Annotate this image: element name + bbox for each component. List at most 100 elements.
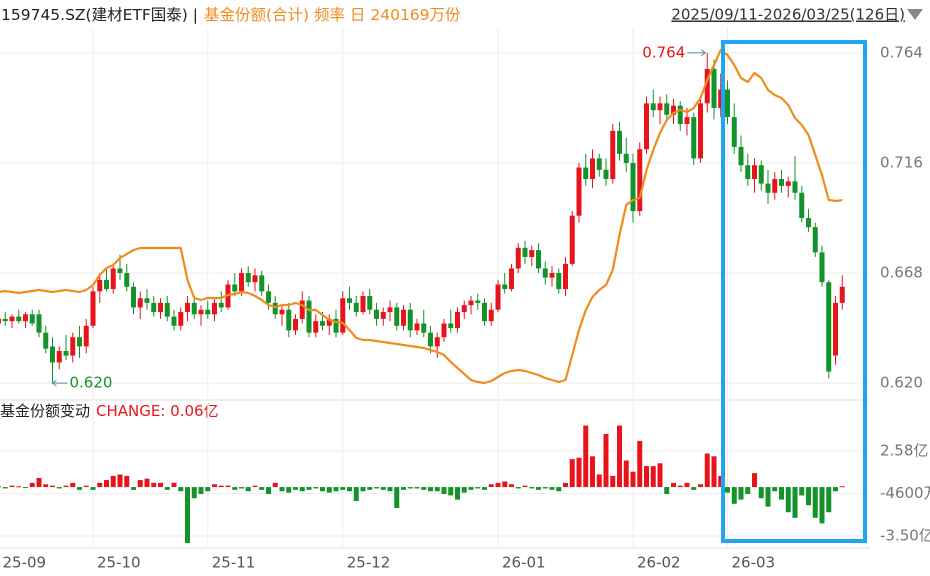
change-bar	[36, 477, 42, 488]
candle-body	[718, 89, 724, 108]
candle-body	[414, 323, 420, 331]
candle-body	[482, 302, 487, 322]
change-bar	[806, 487, 811, 506]
change-bar	[97, 482, 103, 488]
candle-body	[158, 302, 163, 313]
change-bar	[272, 482, 278, 488]
change-bar	[347, 487, 352, 492]
candle-body	[630, 162, 636, 212]
candle-body	[286, 309, 292, 331]
candle-body	[556, 273, 562, 290]
candle-body	[806, 218, 811, 228]
change-bar	[475, 487, 481, 489]
change-bar	[185, 487, 190, 543]
candle-body	[738, 146, 744, 166]
change-bar	[320, 487, 325, 492]
candle-body	[650, 103, 656, 111]
change-bar	[731, 487, 737, 504]
candle-body	[266, 291, 271, 303]
candle-body	[347, 298, 352, 303]
change-bar	[839, 486, 845, 488]
change-bar	[650, 466, 656, 488]
candle-body	[124, 273, 130, 287]
candle-body	[313, 321, 319, 333]
candle-body	[401, 309, 406, 326]
candle-body	[677, 105, 683, 124]
candle-body	[509, 268, 514, 290]
candle-body	[529, 250, 535, 257]
dropdown-arrow[interactable]	[907, 9, 923, 20]
change-bar	[158, 482, 163, 488]
change-bar	[698, 484, 703, 488]
change-bar	[212, 484, 217, 488]
header: 159745.SZ(建材ETF国泰) | 基金份额(合计) 频率 日 240169…	[1, 6, 461, 24]
change-bar	[43, 484, 49, 488]
candle-body	[603, 169, 609, 180]
candle-body	[239, 273, 244, 292]
candle-body	[671, 105, 676, 115]
candle-body	[745, 165, 751, 180]
change-bar	[232, 487, 238, 490]
change-bar	[428, 487, 433, 492]
candle-body	[306, 300, 312, 333]
candle-body	[657, 103, 663, 111]
change-bar	[684, 482, 690, 488]
change-bar	[779, 487, 784, 500]
change-bar	[623, 460, 629, 488]
change-bar	[799, 487, 805, 496]
date-range[interactable]: 2025/09/11-2026/03/25(126日)	[671, 6, 905, 24]
change-bar	[718, 475, 724, 488]
candle-body	[549, 273, 555, 278]
candle-body	[131, 286, 136, 308]
candle-body	[731, 117, 737, 147]
candle-body	[252, 275, 258, 283]
change-bar	[563, 482, 568, 488]
min-label: 0.620	[70, 374, 113, 392]
change-bar	[83, 485, 89, 488]
change-bar	[70, 482, 76, 488]
candle-body	[502, 284, 508, 290]
change-bar	[515, 487, 521, 489]
candle-body	[785, 181, 791, 186]
change-bar	[77, 487, 82, 490]
candle-body	[583, 167, 589, 180]
y-tick-label: -4600万	[880, 484, 930, 502]
change-bar	[252, 485, 258, 488]
change-bar	[833, 487, 838, 492]
candle-body	[448, 323, 454, 329]
change-bar	[509, 484, 514, 488]
change-bar	[90, 487, 96, 490]
x-tick-label: 26-03	[732, 554, 776, 572]
change-bar	[63, 485, 69, 488]
change-bar	[758, 487, 764, 499]
chart-title: 159745.SZ(建材ETF国泰) |	[1, 6, 198, 24]
change-bar	[461, 487, 467, 493]
candle-body	[536, 250, 541, 269]
candle-body	[799, 192, 805, 218]
change-bar	[178, 487, 184, 492]
change-bar	[745, 487, 751, 495]
change-bar	[313, 487, 319, 489]
change-bar	[353, 487, 359, 502]
y-tick-label: 0.668	[880, 264, 923, 282]
change-bar	[819, 487, 825, 524]
change-bar	[56, 487, 62, 489]
plot: 25-09 25-10 25-11 25-12 26-01 26-02 26-03 0.764…	[0, 28, 930, 572]
change-bar	[104, 480, 109, 488]
change-bar	[367, 487, 373, 490]
change-bar	[630, 471, 636, 488]
x-tick-label: 26-02	[637, 554, 681, 572]
candle-body	[765, 183, 771, 193]
candle-body	[495, 284, 501, 310]
change-bar	[23, 487, 28, 489]
change-bar	[340, 487, 346, 490]
x-tick-label: 25-12	[347, 554, 391, 572]
candle-body	[617, 130, 622, 154]
candle-body	[117, 268, 123, 274]
change-bar	[812, 487, 818, 518]
change-bar	[110, 475, 116, 488]
candle-body	[171, 316, 177, 326]
change-bar	[326, 487, 332, 493]
candle-body	[704, 68, 710, 104]
